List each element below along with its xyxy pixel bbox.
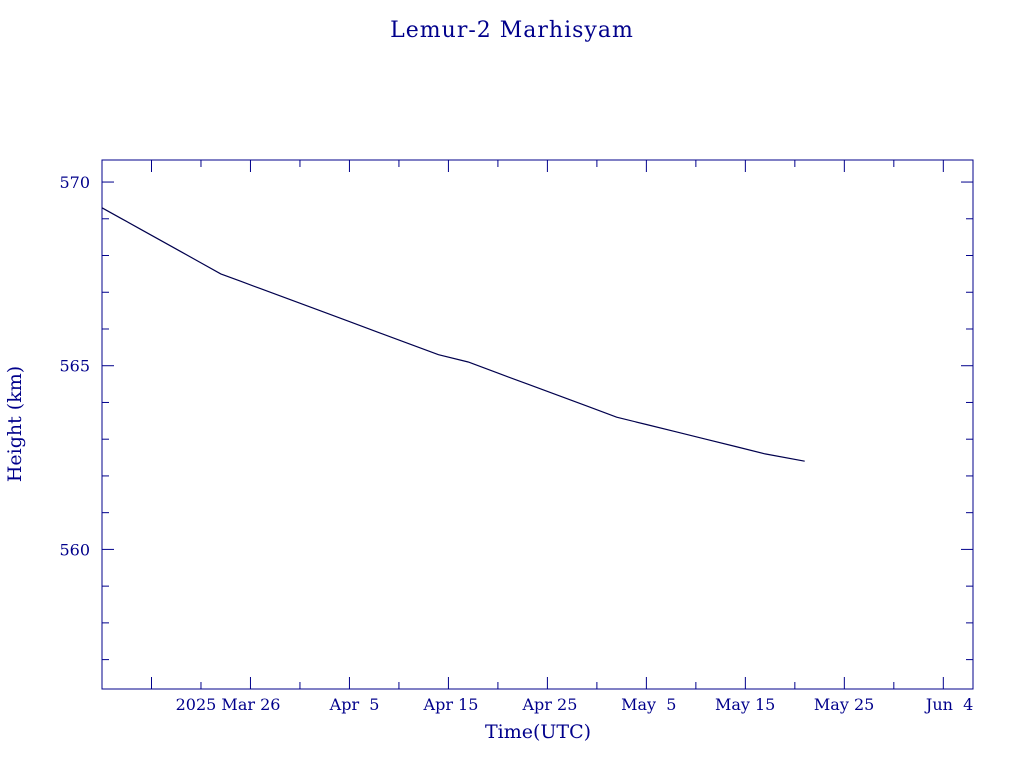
x-tick-label: May 5 [621, 695, 676, 714]
y-tick-label: 560 [59, 540, 90, 559]
plot-frame [101, 159, 974, 690]
x-tick-labels: 2025 Mar 26 Apr 5 Apr 15 Apr 25 May 5 May 15 M… [176, 695, 974, 714]
x-tick-label: May 15 [715, 695, 775, 714]
x-tick-label: Apr 5 [329, 695, 380, 714]
x-tick-label: May 25 [814, 695, 874, 714]
x-axis-label: Time(UTC) [485, 721, 591, 743]
x-tick-label: Jun 4 [924, 695, 973, 714]
height-series-line [101, 207, 805, 462]
y-axis-label: Height (km) [4, 366, 26, 482]
y-tick-labels: 560 565 570 [59, 173, 90, 559]
x-tick-label: Apr 15 [423, 695, 479, 714]
axis-ticks [101, 160, 973, 689]
y-tick-label: 565 [59, 357, 90, 376]
chart-title: Lemur-2 Marhisyam [390, 18, 634, 43]
x-tick-label: Apr 25 [522, 695, 578, 714]
x-tick-label: 2025 Mar 26 [176, 695, 281, 714]
y-tick-label: 570 [59, 173, 90, 192]
